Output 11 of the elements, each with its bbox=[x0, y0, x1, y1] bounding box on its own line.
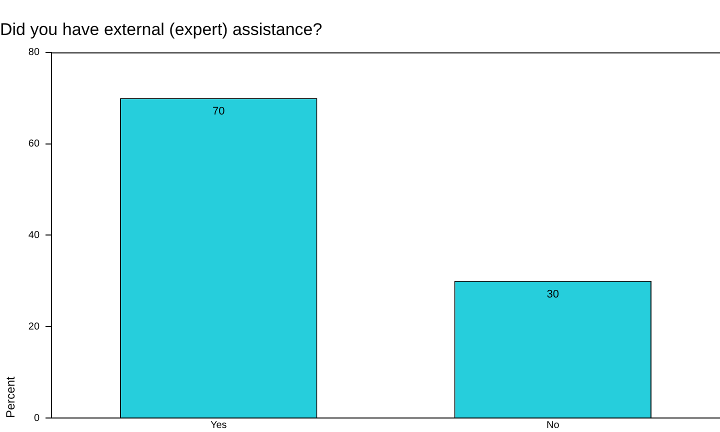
chart-title: Did you have external (expert) assistance? bbox=[0, 20, 322, 39]
data-label: 70 bbox=[212, 106, 225, 118]
y-tick-label: 80 bbox=[28, 47, 40, 58]
y-tick-label: 40 bbox=[28, 230, 40, 241]
y-tick-label: 60 bbox=[28, 138, 40, 150]
x-tick-label: Yes bbox=[210, 420, 227, 431]
data-label: 30 bbox=[546, 288, 560, 300]
y-tick-label: 0 bbox=[34, 412, 40, 424]
y-axis-title: Percent bbox=[4, 376, 18, 418]
y-tick-label: 20 bbox=[28, 321, 40, 332]
x-tick-label: No bbox=[546, 420, 560, 431]
